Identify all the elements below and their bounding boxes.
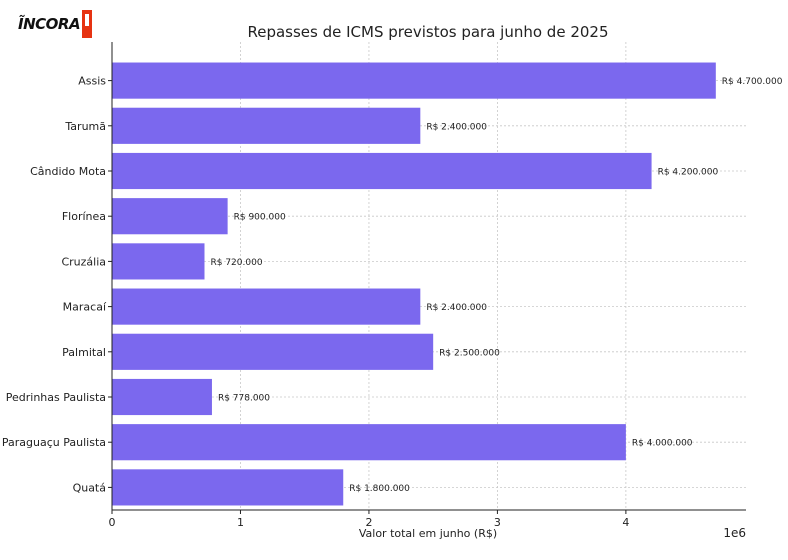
bar xyxy=(112,424,626,461)
y-tick-label: Cândido Mota xyxy=(30,165,106,178)
x-tick-label: 4 xyxy=(622,516,629,529)
y-tick-label: Maracaí xyxy=(63,301,107,314)
bar xyxy=(112,107,421,144)
y-tick-label: Assis xyxy=(78,75,106,88)
axes: 0 1 2 3 4 Assis Tarumã Cândido Mota Florínea Cruz… xyxy=(2,42,746,529)
bar xyxy=(112,469,344,506)
bar-data-label: R$ 2.400.000 xyxy=(426,303,487,313)
logo-text: ĨNCORA xyxy=(18,15,81,33)
bar-data-label: R$ 2.400.000 xyxy=(426,122,487,132)
y-tick-label: Quatá xyxy=(73,481,106,494)
y-tick-label: Palmital xyxy=(62,346,106,359)
y-tick-label: Florínea xyxy=(62,210,106,223)
chart-title: Repasses de ICMS previstos para junho de… xyxy=(247,23,608,41)
bar-data-label: R$ 4.200.000 xyxy=(658,168,719,178)
bar xyxy=(112,243,205,280)
x-tick-label: 1 xyxy=(237,516,244,529)
bar-data-label: R$ 900.000 xyxy=(234,213,286,223)
bar xyxy=(112,378,212,416)
bar xyxy=(112,288,421,325)
x-axis-label: Valor total em junho (R$) xyxy=(359,527,497,540)
bar-data-label: R$ 2.500.000 xyxy=(439,348,500,358)
y-tick-label: Cruzália xyxy=(61,255,106,268)
bar-data-label: R$ 4.700.000 xyxy=(722,77,783,87)
y-tick-label: Pedrinhas Paulista xyxy=(6,391,106,404)
x-tick-label: 3 xyxy=(494,516,501,529)
y-tick-label: Tarumã xyxy=(64,120,106,133)
bar-data-label: R$ 778.000 xyxy=(218,394,270,404)
x-tick-label: 2 xyxy=(365,516,372,529)
bar xyxy=(112,198,228,235)
brand-logo: ĨNCORA xyxy=(16,10,100,40)
bar xyxy=(112,333,434,370)
bar-data-label: R$ 4.000.000 xyxy=(632,439,693,449)
data-labels: R$ 4.700.000 R$ 2.400.000 R$ 4.200.000 R$ 9… xyxy=(210,77,782,494)
bar xyxy=(112,152,652,190)
bar-data-label: R$ 1.800.000 xyxy=(349,484,410,494)
bar-data-label: R$ 720.000 xyxy=(210,258,262,268)
y-tick-label: Paraguaçu Paulista xyxy=(2,436,106,449)
x-axis-scale-label: 1e6 xyxy=(723,526,746,540)
logo-mark-icon xyxy=(82,10,92,38)
bar xyxy=(112,62,716,99)
bars xyxy=(112,62,716,506)
x-tick-label: 0 xyxy=(109,516,116,529)
